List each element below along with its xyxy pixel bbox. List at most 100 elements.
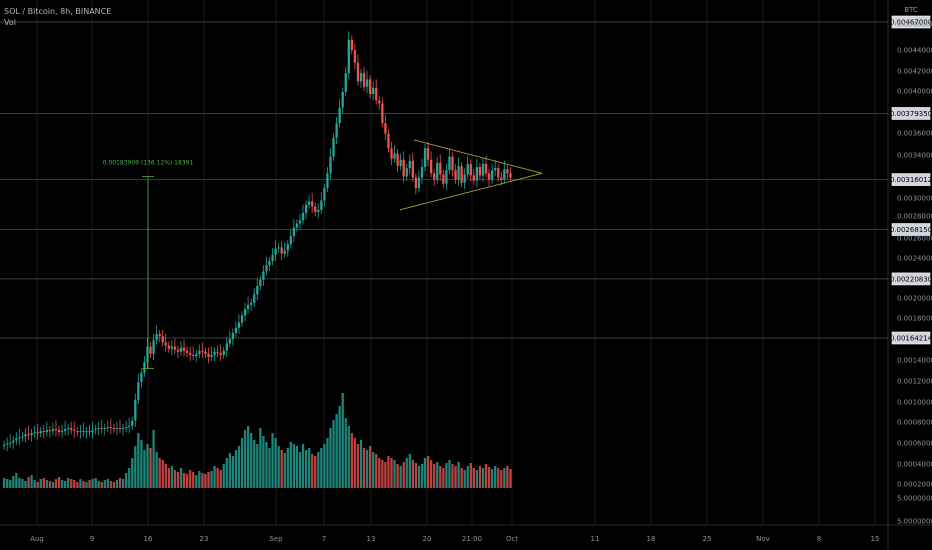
candle-body (347, 39, 350, 74)
candle-body (9, 442, 12, 444)
volume-bar (231, 456, 235, 488)
volume-bar (149, 448, 152, 488)
volume-bar (253, 440, 256, 488)
candle-body (155, 334, 158, 341)
candle-body (433, 173, 436, 180)
candle-body (341, 91, 344, 108)
volume-bar (198, 471, 201, 488)
price-axis-label: 0.00360000 (897, 130, 932, 138)
volume-bar (9, 480, 12, 488)
volume-bar (12, 476, 15, 488)
candle-body (484, 163, 488, 174)
volume-bar (176, 472, 180, 488)
candle-body (283, 250, 286, 254)
volume-bar (21, 479, 24, 488)
volume-bar (274, 438, 277, 488)
volume-bar (430, 460, 433, 488)
volume-bar (106, 479, 109, 488)
volume-bar (85, 482, 88, 488)
volume-bar (353, 438, 357, 488)
volume-bar (240, 438, 244, 488)
volume-bar (329, 428, 332, 488)
volume-bar (57, 477, 61, 488)
candle-body (292, 227, 296, 236)
candle-body (277, 247, 280, 249)
volume-bar (298, 452, 302, 488)
volume-bar (289, 442, 292, 488)
volume-bar (399, 466, 402, 488)
time-axis-label: 21:00 (462, 535, 482, 543)
volume-bar (100, 482, 103, 488)
candle-body (402, 159, 405, 177)
candle-body (439, 162, 442, 175)
candle-body (271, 254, 274, 261)
volume-bar (164, 464, 167, 488)
volume-bar (390, 458, 393, 488)
candle-body (198, 350, 201, 354)
volume-bar (451, 464, 454, 488)
price-axis[interactable]: 0.00467000 0.00379350 0.00316012 0.00268150… (887, 0, 932, 550)
time-axis-label: 8 (817, 535, 821, 543)
volume-bar (271, 433, 274, 488)
volume-bar (161, 460, 164, 488)
price-axis-label: 0.00080000 (897, 419, 932, 427)
candle-body (27, 434, 30, 436)
candle-body (137, 382, 140, 400)
candle-body (94, 429, 97, 431)
time-axis-label: 25 (703, 535, 712, 543)
price-axis-label: 0.00060000 (897, 440, 932, 448)
volume-bar (414, 463, 418, 488)
volume-bar (15, 473, 18, 488)
candle-body (454, 170, 457, 180)
volume-bar (372, 452, 375, 488)
volume-indicator-label: Vol (4, 18, 16, 27)
drawings[interactable]: 0.00183909 (136.12%) 18391 (103, 139, 543, 369)
symbol-title: SOL / Bitcoin, 8h, BINANCE (4, 7, 112, 16)
candle-body (509, 173, 512, 178)
volume-bar (27, 477, 30, 488)
time-axis-label: Nov (756, 535, 770, 543)
volume-bar (280, 450, 283, 488)
candle-body (216, 351, 219, 353)
price-tag (891, 107, 931, 120)
time-axis-label: 13 (367, 535, 376, 543)
volume-bar (103, 480, 106, 488)
volume-bar (76, 482, 79, 488)
volume-bar (497, 468, 500, 488)
price-tag (891, 15, 931, 29)
candle-body (76, 431, 79, 433)
time-axis[interactable]: Aug 9 16 23 Sep 7 13 20 21:00 Oct 11 18 25 Nov 8 15 (0, 524, 932, 543)
volume-bar (295, 446, 299, 488)
volume-bar (118, 478, 122, 488)
candle-body (463, 174, 466, 183)
candle-body (384, 123, 387, 134)
candle-body (186, 350, 189, 353)
volume-bar (158, 458, 161, 488)
volume-bar (60, 480, 64, 488)
volume-bar (304, 450, 308, 488)
candle-body (311, 201, 314, 207)
price-axis-label: 0.00420000 (897, 68, 932, 76)
candle-body (213, 351, 216, 355)
candle-body (237, 322, 241, 328)
candle-body (204, 351, 207, 354)
candle-body (247, 304, 250, 310)
volume-bar (128, 468, 131, 488)
volume-bar (268, 448, 271, 488)
volume-bar (18, 478, 21, 488)
price-axis-label: 0.00340000 (897, 152, 932, 160)
candle-body (362, 73, 366, 87)
volume-bar (207, 472, 210, 488)
candle-body (134, 399, 137, 421)
volume-bar (445, 463, 448, 488)
candle-body (48, 430, 52, 432)
price-axis-label: 0.00100000 (897, 399, 932, 407)
price-axis-label: 0.00480000 (897, 21, 932, 29)
candle-body (109, 426, 113, 428)
volume-bars (3, 393, 512, 488)
price-axis-label: 0.00440000 (897, 47, 932, 55)
volume-bar (475, 470, 479, 488)
time-axis-label: 11 (591, 535, 600, 543)
volume-bar (237, 446, 241, 488)
